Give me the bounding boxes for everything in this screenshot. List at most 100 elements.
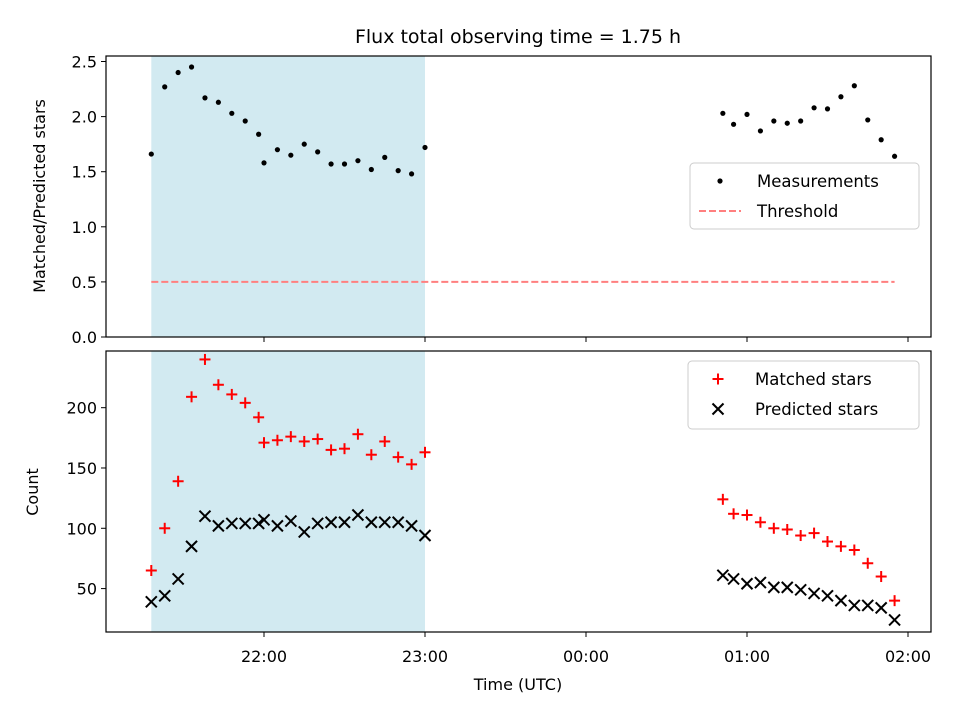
matched-point: [339, 443, 350, 455]
measurement-point: [242, 118, 248, 124]
predicted-point: [212, 519, 225, 533]
matched-point: [875, 571, 887, 583]
top-ytick-label: 0.5: [72, 273, 97, 292]
matched-point: [741, 509, 753, 521]
top-legend: Measurements Threshold: [689, 162, 920, 230]
measurement-point: [824, 106, 831, 112]
legend-matched-glyph: [712, 373, 724, 385]
matched-point: [285, 431, 297, 443]
measurement-point: [891, 153, 898, 159]
measurement-point: [784, 120, 790, 126]
predicted-point: [271, 519, 284, 533]
bottom-ytick-label: 150: [66, 459, 97, 478]
legend-matched-label: Matched stars: [755, 370, 872, 389]
matched-point: [352, 428, 364, 440]
matched-point: [795, 530, 807, 542]
measurement-point: [771, 118, 777, 124]
matched-point: [212, 379, 224, 391]
matched-point: [717, 493, 729, 505]
measurement-point: [229, 110, 235, 116]
measurement-point: [175, 69, 181, 76]
measurement-point: [757, 128, 764, 134]
legend-measurements-marker: [717, 178, 723, 184]
predicted-point: [391, 516, 405, 529]
predicted-point: [834, 594, 848, 607]
predicted-point: [338, 516, 351, 529]
measurement-point: [288, 152, 294, 158]
top-shaded-span: [151, 56, 426, 337]
measurement-point: [261, 160, 267, 166]
measurement-point: [368, 166, 374, 173]
matched-point: [728, 508, 740, 520]
predicted-point: [807, 587, 821, 600]
measurement-point: [328, 161, 334, 167]
bottom-axes-frame: [105, 350, 932, 633]
predicted-point: [781, 581, 794, 594]
matched-point: [258, 437, 270, 449]
measurement-point: [382, 154, 388, 160]
predicted-point: [405, 519, 418, 533]
predicted-point: [861, 599, 874, 612]
predicted-point: [727, 572, 740, 586]
bottom-xtick-label: 01:00: [724, 647, 770, 666]
legend-threshold-label: Threshold: [756, 202, 838, 221]
matched-point: [365, 449, 377, 461]
matched-point: [186, 391, 198, 403]
bottom-legend: Matched stars Predicted stars: [687, 360, 920, 430]
matched-point: [835, 540, 847, 552]
measurement-point: [422, 144, 428, 151]
matched-point: [406, 458, 418, 470]
predicted-point: [198, 510, 212, 523]
measurement-point: [355, 158, 361, 164]
matched-point: [392, 451, 404, 463]
matched-point: [312, 433, 324, 445]
predicted-point: [158, 589, 171, 603]
predicted-point: [754, 576, 767, 589]
matched-point: [226, 388, 238, 400]
measurement-point: [811, 105, 817, 111]
matched-point: [889, 595, 901, 607]
legend-predicted-marker: [711, 402, 725, 416]
measurement-point: [162, 84, 168, 90]
bottom-xtick-label: 23:00: [402, 647, 448, 666]
matched-point: [808, 527, 820, 539]
matched-point: [159, 522, 171, 534]
top-ytick-label: 1.5: [72, 163, 97, 182]
measurement-point: [798, 118, 804, 124]
predicted-point: [257, 513, 271, 527]
measurement-point: [744, 111, 750, 118]
measurement-point: [730, 121, 737, 127]
predicted-point: [185, 540, 198, 553]
predicted-point: [378, 516, 391, 529]
top-legend-box: [689, 162, 920, 230]
measurement-point: [865, 117, 871, 123]
bottom-xtick-label: 00:00: [563, 647, 609, 666]
bottom-xlabel: Time (UTC): [473, 675, 562, 694]
matched-point: [199, 353, 211, 365]
legend-predicted-glyph: [711, 402, 725, 416]
top-axes-frame: [105, 55, 932, 338]
chart-title: Flux total observing time = 1.75 h: [355, 26, 681, 48]
bottom-shaded-span: [151, 351, 426, 632]
legend-measurements-label: Measurements: [757, 172, 879, 191]
bottom-xtick-label: 22:00: [241, 647, 287, 666]
measurement-point: [256, 131, 262, 137]
matched-point: [862, 557, 874, 569]
predicted-point: [874, 601, 888, 615]
predicted-point: [365, 516, 378, 529]
top-ytick-label: 2.0: [72, 108, 97, 127]
matched-point: [822, 536, 833, 548]
predicted-point: [740, 577, 754, 590]
bottom-legend-box: [687, 360, 920, 430]
matched-point: [754, 516, 766, 528]
predicted-point: [171, 572, 185, 586]
predicted-point: [298, 525, 311, 539]
predicted-point: [351, 508, 365, 522]
measurement-point: [395, 168, 401, 174]
matched-point: [781, 523, 793, 535]
top-ylabel: Matched/Predicted stars: [30, 99, 49, 293]
bottom-ylabel: Count: [23, 468, 42, 516]
predicted-point: [225, 517, 239, 530]
matched-point: [172, 475, 184, 487]
